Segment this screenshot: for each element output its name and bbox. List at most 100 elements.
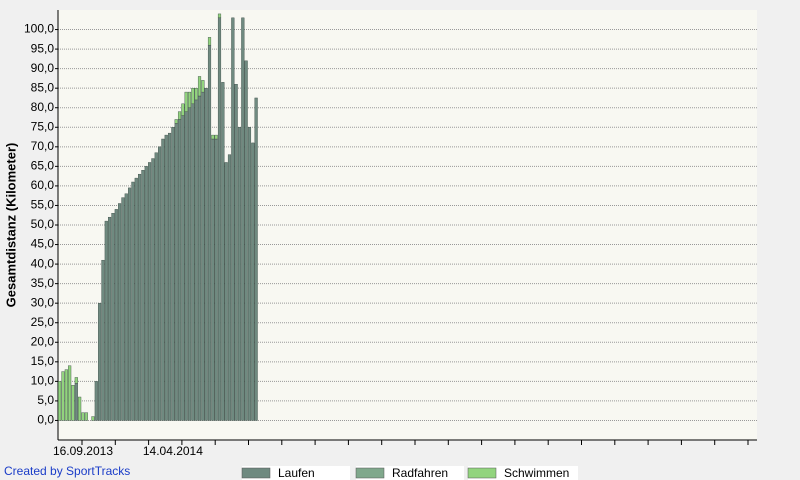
y-axis-title: Gesamtdistanz (Kilometer) — [3, 143, 18, 308]
y-tick-label: 60,0 — [31, 178, 55, 192]
y-tick-label: 80,0 — [31, 100, 55, 114]
y-tick-label: 0,0 — [37, 413, 54, 427]
bar-segment — [171, 127, 175, 421]
y-tick-label: 25,0 — [31, 315, 55, 329]
legend-label: Laufen — [278, 466, 315, 480]
y-tick-label: 100,0 — [24, 22, 54, 36]
bar-segment — [111, 213, 115, 421]
bar-segment — [161, 138, 165, 421]
bar-segment — [214, 134, 218, 140]
bar-segment — [167, 132, 172, 421]
y-tick-label: 35,0 — [31, 276, 55, 290]
bar-segment — [184, 91, 188, 112]
y-tick-label: 50,0 — [31, 217, 55, 231]
bar-segment — [174, 119, 178, 124]
bar-segment — [217, 13, 222, 19]
bar-segment — [184, 111, 188, 421]
bar-segment — [58, 381, 62, 421]
bar-segment — [177, 111, 182, 120]
bar-segment — [211, 138, 215, 421]
x-tick-label: 16.09.2013 — [53, 444, 113, 458]
y-tick-label: 75,0 — [31, 119, 55, 133]
bar-segment — [221, 82, 225, 421]
y-tick-label: 40,0 — [31, 256, 55, 270]
bar-segment — [194, 99, 198, 421]
bar-segment — [197, 76, 202, 97]
bar-segment — [177, 119, 182, 421]
bar-segment — [164, 134, 168, 421]
y-tick-label: 95,0 — [31, 41, 55, 55]
bar-segment — [128, 187, 132, 421]
y-tick-label: 20,0 — [31, 334, 55, 348]
y-tick-label: 30,0 — [31, 295, 55, 309]
bar-segment — [157, 146, 162, 421]
y-tick-label: 70,0 — [31, 139, 55, 153]
bar-segment — [251, 142, 255, 421]
bar-segment — [61, 371, 65, 421]
legend-swatch — [241, 467, 271, 479]
bar-segment — [254, 97, 258, 421]
bar-segment — [118, 203, 122, 421]
bar-segment — [68, 365, 72, 421]
bar-segment — [94, 381, 98, 421]
bar-segment — [144, 166, 148, 421]
legend-swatch — [355, 467, 385, 479]
bar-segment — [131, 181, 135, 421]
bar-segment — [247, 127, 252, 421]
bar-segment — [231, 17, 235, 421]
bar-segment — [214, 138, 218, 421]
bar-segment — [241, 17, 245, 421]
bar-segment — [154, 152, 158, 421]
y-tick-label: 90,0 — [31, 61, 55, 75]
bar-segment — [84, 412, 88, 421]
x-tick-label: 14.04.2014 — [143, 444, 203, 458]
y-tick-label: 45,0 — [31, 237, 55, 251]
legend-label: Radfahren — [392, 466, 448, 480]
bar-segment — [98, 302, 102, 421]
bar-segment — [124, 193, 128, 421]
bar-segment — [174, 123, 178, 421]
bar-segment — [227, 154, 232, 421]
bar-segment — [74, 383, 78, 421]
bar-segment — [141, 170, 145, 421]
y-tick-label: 85,0 — [31, 80, 55, 94]
y-tick-label: 55,0 — [31, 198, 55, 212]
bar-segment — [78, 396, 82, 421]
bar-segment — [194, 87, 198, 101]
bar-segment — [64, 369, 68, 421]
y-tick-label: 65,0 — [31, 159, 55, 173]
bar-segment — [197, 95, 202, 421]
bar-segment — [237, 127, 242, 421]
bar-segment — [134, 177, 138, 421]
bar-segment — [187, 91, 192, 108]
bar-segment — [108, 216, 112, 421]
bar-segment — [114, 209, 118, 421]
bar-segment — [181, 103, 185, 116]
bar-segment — [217, 17, 222, 421]
bar-segment — [207, 44, 212, 421]
bar-segment — [148, 162, 152, 421]
legend-label: Schwimmen — [504, 466, 569, 480]
bar-segment — [101, 259, 105, 421]
credit[interactable]: Created by SportTracks — [4, 464, 130, 478]
bar-segment — [207, 37, 212, 46]
bar-segment — [187, 107, 192, 421]
bar-segment — [234, 84, 238, 421]
bar-segment — [104, 220, 108, 421]
bar-segment — [81, 412, 85, 421]
bar-segment — [181, 115, 185, 421]
bar-segment — [204, 87, 208, 421]
bar-segment — [211, 134, 215, 140]
bar-segment — [201, 80, 205, 93]
y-tick-label: 5,0 — [37, 393, 54, 407]
bar-segment — [191, 87, 195, 105]
bar-segment — [224, 162, 228, 421]
bar-segment — [201, 91, 205, 421]
y-tick-label: 15,0 — [31, 354, 55, 368]
bar-segment — [138, 173, 142, 421]
bar-segment — [191, 103, 195, 421]
bar-segment — [244, 60, 248, 421]
bar-segment — [74, 377, 78, 384]
